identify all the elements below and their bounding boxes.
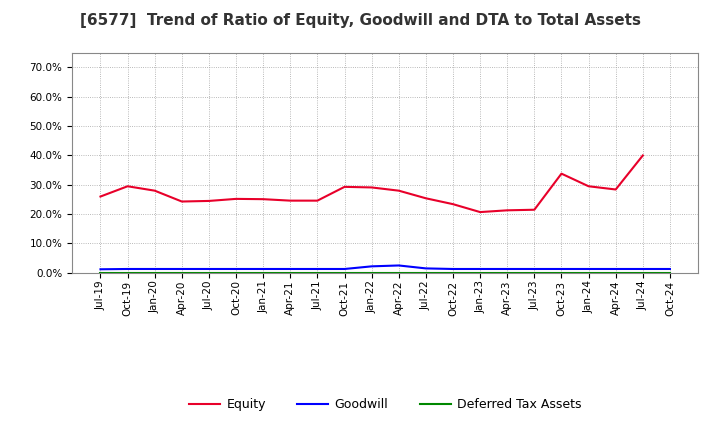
Equity: [204, 198, 213, 204]
Deferred Tax Assets: [286, 270, 294, 275]
Deferred Tax Assets: [557, 270, 566, 275]
Deferred Tax Assets: [584, 270, 593, 275]
Goodwill: [584, 266, 593, 271]
Deferred Tax Assets: [232, 270, 240, 275]
Text: [6577]  Trend of Ratio of Equity, Goodwill and DTA to Total Assets: [6577] Trend of Ratio of Equity, Goodwil…: [79, 13, 641, 28]
Goodwill: [123, 266, 132, 271]
Equity: [584, 183, 593, 189]
Deferred Tax Assets: [395, 270, 403, 275]
Goodwill: [259, 266, 268, 271]
Deferred Tax Assets: [313, 270, 322, 275]
Goodwill: [421, 266, 430, 271]
Goodwill: [204, 266, 213, 271]
Equity: [421, 196, 430, 201]
Deferred Tax Assets: [150, 270, 159, 275]
Deferred Tax Assets: [503, 270, 511, 275]
Deferred Tax Assets: [639, 270, 647, 275]
Goodwill: [341, 266, 349, 271]
Equity: [557, 171, 566, 176]
Goodwill: [395, 263, 403, 268]
Equity: [313, 198, 322, 203]
Equity: [150, 188, 159, 193]
Equity: [530, 207, 539, 213]
Deferred Tax Assets: [421, 270, 430, 275]
Goodwill: [665, 266, 674, 271]
Deferred Tax Assets: [665, 270, 674, 275]
Equity: [449, 202, 457, 207]
Goodwill: [611, 266, 620, 271]
Equity: [178, 199, 186, 204]
Equity: [286, 198, 294, 203]
Deferred Tax Assets: [123, 270, 132, 275]
Goodwill: [449, 266, 457, 271]
Goodwill: [503, 266, 511, 271]
Equity: [123, 183, 132, 189]
Goodwill: [367, 264, 376, 269]
Deferred Tax Assets: [367, 270, 376, 275]
Equity: [639, 153, 647, 158]
Equity: [341, 184, 349, 190]
Equity: [232, 196, 240, 202]
Line: Equity: Equity: [101, 155, 643, 212]
Deferred Tax Assets: [178, 270, 186, 275]
Goodwill: [530, 266, 539, 271]
Goodwill: [96, 267, 105, 272]
Goodwill: [557, 266, 566, 271]
Deferred Tax Assets: [530, 270, 539, 275]
Deferred Tax Assets: [476, 270, 485, 275]
Deferred Tax Assets: [96, 270, 105, 275]
Deferred Tax Assets: [259, 270, 268, 275]
Equity: [503, 208, 511, 213]
Line: Goodwill: Goodwill: [101, 265, 670, 269]
Legend: Equity, Goodwill, Deferred Tax Assets: Equity, Goodwill, Deferred Tax Assets: [184, 393, 587, 416]
Equity: [395, 188, 403, 193]
Equity: [259, 197, 268, 202]
Goodwill: [313, 266, 322, 271]
Goodwill: [150, 266, 159, 271]
Equity: [476, 209, 485, 215]
Deferred Tax Assets: [611, 270, 620, 275]
Goodwill: [178, 266, 186, 271]
Equity: [96, 194, 105, 199]
Equity: [367, 185, 376, 190]
Goodwill: [639, 266, 647, 271]
Goodwill: [476, 266, 485, 271]
Deferred Tax Assets: [204, 270, 213, 275]
Goodwill: [232, 266, 240, 271]
Deferred Tax Assets: [449, 270, 457, 275]
Equity: [611, 187, 620, 192]
Deferred Tax Assets: [341, 270, 349, 275]
Goodwill: [286, 266, 294, 271]
